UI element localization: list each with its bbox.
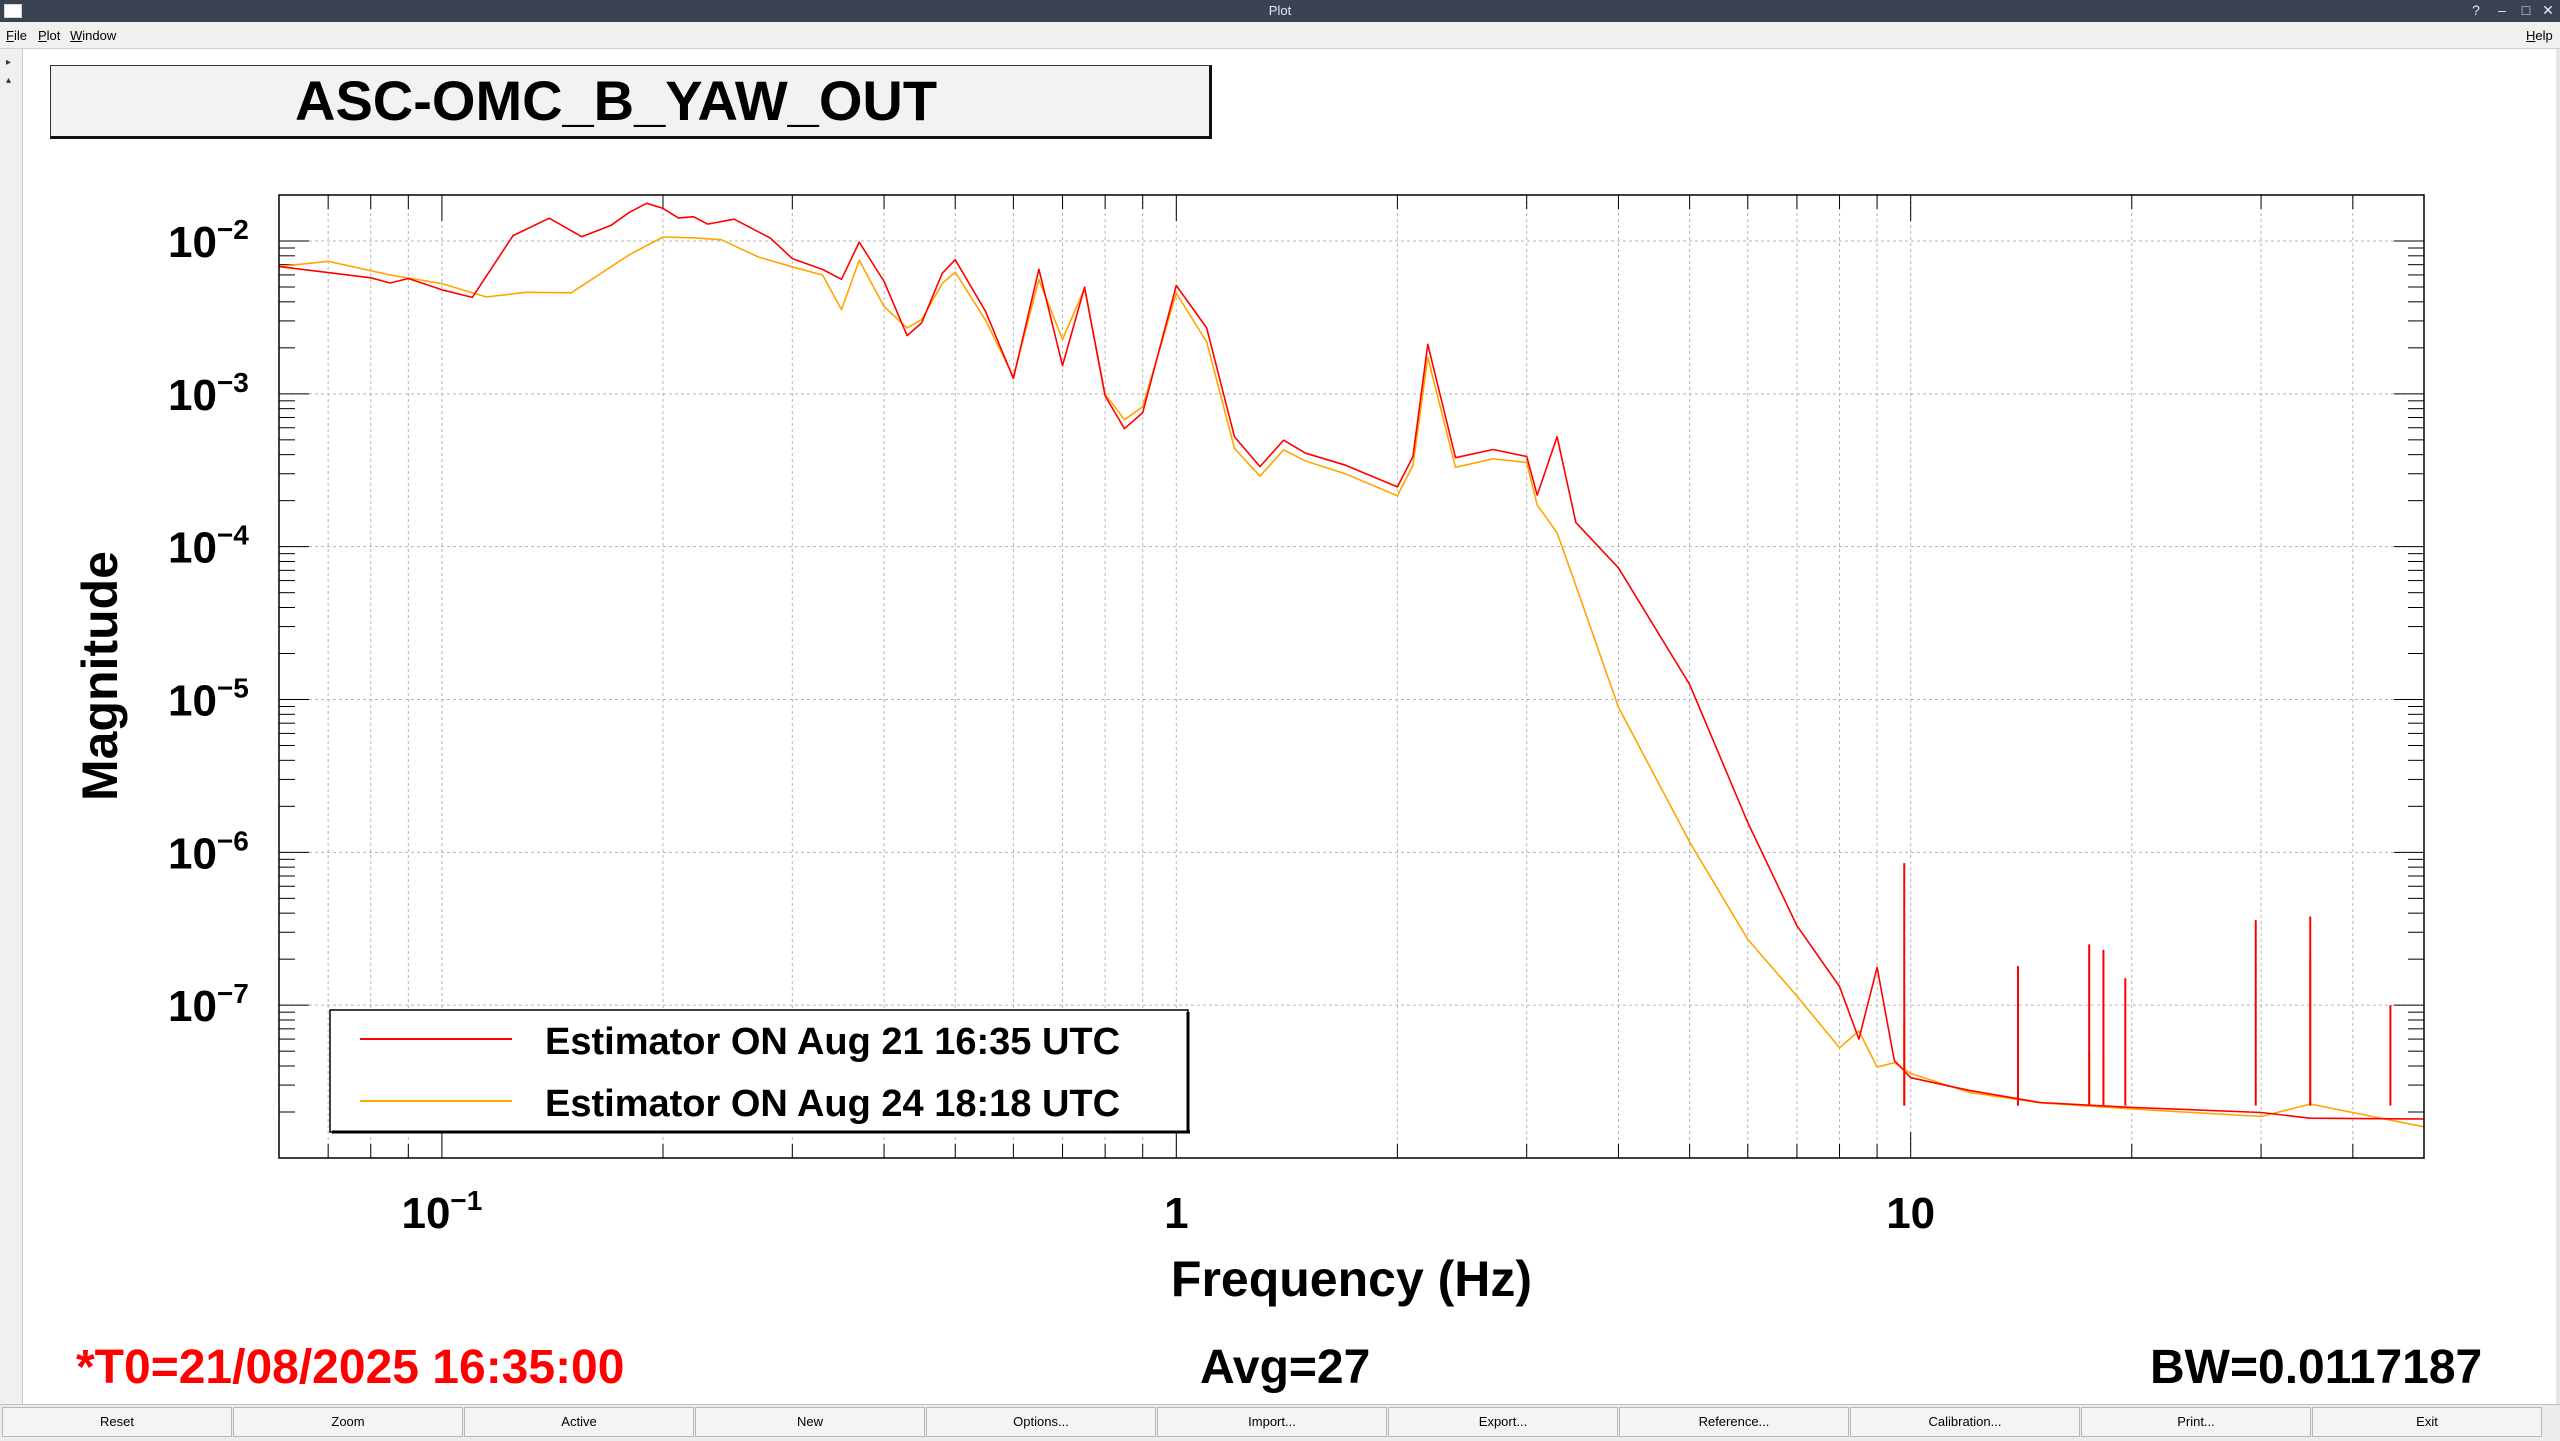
expand-right-icon[interactable]: ▸ [6, 57, 12, 68]
import-button[interactable]: Import... [1157, 1407, 1387, 1437]
plot-area [279, 195, 2424, 1158]
x-tick-label: 10 [1886, 1189, 1935, 1238]
series-line-aug24 [278, 236, 2425, 1128]
plot-title: ASC-OMC_B_YAW_OUT [295, 69, 938, 132]
menu-plot[interactable]: Plot [38, 28, 61, 43]
x-tick-label: 10−1 [401, 1185, 482, 1238]
left-toolbar: ▸ ▴ [0, 49, 23, 1404]
menu-help[interactable]: Help [2526, 28, 2553, 43]
y-tick-label: 10−3 [168, 367, 249, 420]
bw-label: BW=0.0117187 [2150, 1341, 2483, 1394]
legend-label: Estimator ON Aug 21 16:35 UTC [545, 1021, 1120, 1063]
window-titlebar: Plot ? – □ ✕ [0, 0, 2560, 22]
menu-bar: File Plot Window Help [0, 22, 2560, 49]
print-button[interactable]: Print... [2081, 1407, 2311, 1437]
y-tick-label: 10−7 [168, 978, 249, 1031]
y-tick-label: 10−4 [168, 520, 249, 573]
y-tick-label: 10−6 [168, 825, 249, 878]
expand-up-icon[interactable]: ▴ [6, 75, 12, 86]
window-title: Plot [1268, 3, 1292, 18]
exit-button[interactable]: Exit [2312, 1407, 2542, 1437]
zoom-button[interactable]: Zoom [233, 1407, 463, 1437]
avg-label: Avg=27 [1200, 1341, 1371, 1394]
legend-box [329, 1009, 1189, 1133]
options-button[interactable]: Options... [926, 1407, 1156, 1437]
legend-label: Estimator ON Aug 24 18:18 UTC [545, 1083, 1120, 1125]
minimize-button[interactable]: – [2498, 2, 2506, 18]
maximize-button[interactable]: □ [2521, 2, 2531, 18]
close-window-button[interactable]: ✕ [2542, 2, 2554, 18]
y-tick-label: 10−2 [168, 214, 249, 267]
plot-title-box: ASC-OMC_B_YAW_OUT [50, 65, 1212, 139]
series-line-aug21 [278, 202, 2425, 1120]
legend: Estimator ON Aug 21 16:35 UTC Estimator O… [329, 1009, 1190, 1134]
active-button[interactable]: Active [464, 1407, 694, 1437]
y-axis-label: Magnitude [72, 551, 128, 801]
reference-button[interactable]: Reference... [1619, 1407, 1849, 1437]
button-bar: Reset Zoom Active New Options... Import.… [0, 1404, 2560, 1441]
export-button[interactable]: Export... [1388, 1407, 1618, 1437]
reset-button[interactable]: Reset [2, 1407, 232, 1437]
menu-file[interactable]: File [6, 28, 27, 43]
right-border [2556, 49, 2560, 1404]
help-window-button[interactable]: ? [2472, 2, 2480, 18]
menu-window[interactable]: Window [70, 28, 117, 43]
x-axis-label: Frequency (Hz) [1171, 1251, 1532, 1307]
x-tick-label: 1 [1164, 1189, 1188, 1238]
y-tick-label: 10−5 [168, 673, 249, 726]
new-button[interactable]: New [695, 1407, 925, 1437]
plot-frame [278, 194, 2425, 1159]
calibration-button[interactable]: Calibration... [1850, 1407, 2080, 1437]
app-icon [4, 4, 22, 18]
t0-label: *T0=21/08/2025 16:35:00 [76, 1341, 625, 1394]
